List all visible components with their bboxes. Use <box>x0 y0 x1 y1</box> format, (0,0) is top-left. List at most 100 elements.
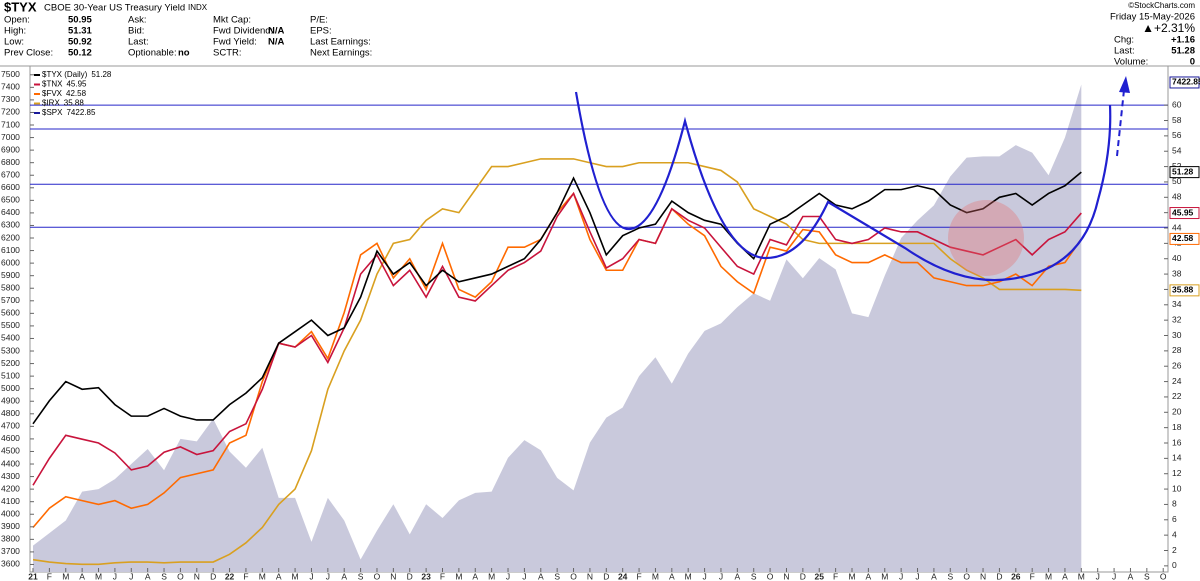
y-tick-label: 6000 <box>1 257 20 267</box>
y2-tick-label: 14 <box>1172 453 1182 463</box>
y2-tick-label: 2 <box>1172 545 1177 555</box>
y-tick-label: 5800 <box>1 282 20 292</box>
y2-tick-label: 48 <box>1172 192 1182 202</box>
field-value: N/A <box>268 26 285 37</box>
y2-tick-label: 16 <box>1172 437 1182 447</box>
y-tick-label: 6700 <box>1 169 20 179</box>
field-label: Open: <box>4 15 30 26</box>
x-tick-label: S <box>947 571 953 581</box>
y-tick-label: 7500 <box>1 69 20 79</box>
y2-tick-label: 12 <box>1172 468 1182 478</box>
value-label: 45.95 <box>1172 207 1194 217</box>
x-tick-label: S <box>358 571 364 581</box>
y-tick-label: 3900 <box>1 521 20 531</box>
y2-tick-label: 58 <box>1172 115 1182 125</box>
x-tick-label: N <box>587 571 593 581</box>
header-bg <box>0 0 1200 66</box>
y-tick-label: 5900 <box>1 270 20 280</box>
legend-label: $SPX 7422.85 <box>42 108 96 117</box>
area <box>33 84 1082 573</box>
x-tick-label: D <box>800 571 806 581</box>
y-tick-label: 5200 <box>1 358 20 368</box>
x-tick-label: A <box>472 571 478 581</box>
x-tick-label: F <box>243 571 248 581</box>
x-tick-label: S <box>1144 571 1150 581</box>
x-tick-label: D <box>603 571 609 581</box>
x-tick-label: J <box>702 571 706 581</box>
legend-label: $TYX (Daily) 51.28 <box>42 70 112 79</box>
cup-handle-curve <box>574 91 1112 282</box>
y2-tick-label: 24 <box>1172 376 1182 386</box>
legend-value: 42.58 <box>66 89 87 98</box>
x-tick-label: 24 <box>618 571 628 581</box>
field-value: 51.31 <box>68 26 92 37</box>
summary-label: Chg: <box>1114 35 1134 46</box>
x-tick-label: J <box>1096 571 1100 581</box>
y2-tick-label: 40 <box>1172 253 1182 263</box>
x-tick-label: S <box>161 571 167 581</box>
y-tick-label: 5400 <box>1 333 20 343</box>
legend-value: 35.88 <box>64 99 85 108</box>
field-value: 50.95 <box>68 15 92 26</box>
y-tick-label: 3600 <box>1 559 20 569</box>
x-tick-label: M <box>1078 571 1085 581</box>
value-label-box <box>1169 166 1200 179</box>
symbol: $TYX <box>4 0 37 14</box>
field-value: 50.12 <box>68 48 92 59</box>
y2-tick-label: 10 <box>1172 483 1182 493</box>
x-tick-label: M <box>1045 571 1052 581</box>
y2-tick-label: 44 <box>1172 222 1182 232</box>
y-tick-label: 4800 <box>1 408 20 418</box>
arrow-head <box>1119 76 1130 93</box>
legend-label: $IRX 35.88 <box>42 99 84 108</box>
y2-tick-label: 4 <box>1172 529 1177 539</box>
y-tick-label: 5100 <box>1 370 20 380</box>
y-tick-label: 3700 <box>1 546 20 556</box>
y2-tick-label: 0 <box>1172 560 1177 570</box>
field-label: Fwd Dividend: <box>213 26 273 37</box>
y-tick-label: 4100 <box>1 496 20 506</box>
field-label: Fwd Yield: <box>213 37 257 48</box>
x-tick-label: A <box>866 571 872 581</box>
legend-name: $TNX <box>42 80 63 89</box>
x-tick-label: M <box>259 571 266 581</box>
y2-tick-label: 50 <box>1172 176 1182 186</box>
x-tick-label: J <box>522 571 526 581</box>
y-tick-label: 5000 <box>1 383 20 393</box>
field-label: EPS: <box>310 26 332 37</box>
summary-value: +1.16 <box>1171 35 1195 46</box>
y2-tick-label: 22 <box>1172 391 1182 401</box>
summary-value: 51.28 <box>1171 46 1195 57</box>
x-tick-label: M <box>62 571 69 581</box>
y-tick-label: 6800 <box>1 157 20 167</box>
legend-name: $IRX <box>42 99 60 108</box>
y2-tick-label: 26 <box>1172 360 1182 370</box>
y-tick-label: 4900 <box>1 395 20 405</box>
x-tick-label: 25 <box>815 571 825 581</box>
x-tick-label: N <box>980 571 986 581</box>
x-tick-label: 21 <box>28 571 38 581</box>
security-name: CBOE 30-Year US Treasury Yield <box>44 3 185 14</box>
x-tick-label: O <box>1160 571 1167 581</box>
x-tick-label: A <box>538 571 544 581</box>
x-tick-label: M <box>652 571 659 581</box>
x-tick-label: J <box>506 571 510 581</box>
y-tick-label: 4000 <box>1 508 20 518</box>
credit: ©StockCharts.com <box>1128 1 1195 10</box>
y-tick-label: 6900 <box>1 144 20 154</box>
x-tick-label: A <box>669 571 675 581</box>
x-tick-label: O <box>570 571 577 581</box>
y-tick-label: 6600 <box>1 182 20 192</box>
legend-name: $FVX <box>42 89 63 98</box>
y2-tick-label: 20 <box>1172 407 1182 417</box>
x-tick-label: S <box>554 571 560 581</box>
field-label: High: <box>4 26 26 37</box>
x-tick-label: A <box>79 571 85 581</box>
area-layer <box>33 84 1082 573</box>
legend-value: 51.28 <box>91 70 112 79</box>
field-label: Next Earnings: <box>310 48 372 59</box>
x-tick-label: M <box>455 571 462 581</box>
y-tick-label: 3800 <box>1 534 20 544</box>
y-tick-label: 7200 <box>1 107 20 117</box>
